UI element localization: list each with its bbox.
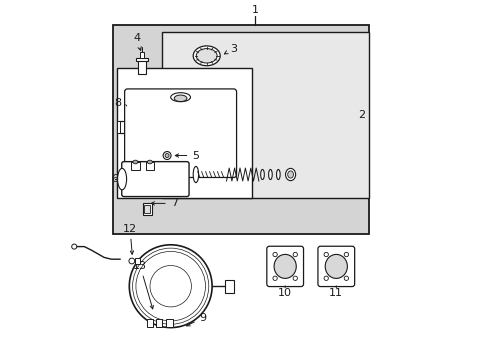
Bar bbox=[140, 52, 144, 58]
Bar bbox=[136, 58, 147, 61]
Circle shape bbox=[324, 276, 328, 280]
Text: 1: 1 bbox=[251, 5, 258, 15]
Circle shape bbox=[344, 252, 348, 257]
Bar bbox=[145, 162, 154, 170]
Ellipse shape bbox=[147, 160, 152, 164]
Bar bbox=[144, 205, 150, 213]
Ellipse shape bbox=[193, 46, 220, 66]
Text: 5: 5 bbox=[175, 150, 199, 161]
Ellipse shape bbox=[287, 171, 293, 178]
FancyBboxPatch shape bbox=[266, 246, 303, 287]
Bar bbox=[142, 203, 151, 215]
Ellipse shape bbox=[133, 160, 138, 164]
Circle shape bbox=[272, 252, 277, 257]
Bar bbox=[137, 59, 146, 74]
Bar bbox=[113, 25, 368, 234]
Ellipse shape bbox=[285, 168, 295, 181]
FancyBboxPatch shape bbox=[122, 162, 189, 197]
Ellipse shape bbox=[170, 93, 190, 102]
Ellipse shape bbox=[193, 166, 198, 183]
Text: 9: 9 bbox=[186, 312, 206, 326]
Text: 13: 13 bbox=[133, 261, 153, 309]
Text: 11: 11 bbox=[328, 288, 343, 298]
Text: 8: 8 bbox=[114, 98, 121, 108]
Ellipse shape bbox=[117, 168, 126, 190]
Bar bbox=[146, 319, 153, 327]
Ellipse shape bbox=[196, 49, 217, 63]
Text: 10: 10 bbox=[278, 288, 292, 298]
Bar bbox=[162, 32, 368, 198]
Bar bbox=[166, 319, 172, 327]
Ellipse shape bbox=[260, 170, 264, 180]
Circle shape bbox=[292, 252, 297, 257]
Ellipse shape bbox=[325, 255, 346, 278]
Text: 2: 2 bbox=[357, 110, 364, 120]
Bar bbox=[117, 68, 251, 198]
FancyBboxPatch shape bbox=[124, 89, 236, 177]
Bar bbox=[117, 121, 120, 133]
Circle shape bbox=[129, 245, 212, 328]
Ellipse shape bbox=[174, 95, 186, 102]
Ellipse shape bbox=[163, 152, 171, 159]
Ellipse shape bbox=[165, 153, 169, 158]
FancyBboxPatch shape bbox=[317, 246, 354, 287]
Circle shape bbox=[344, 276, 348, 280]
Circle shape bbox=[129, 258, 134, 264]
Circle shape bbox=[292, 276, 297, 280]
Bar bbox=[134, 258, 140, 264]
Bar bbox=[224, 280, 233, 293]
Ellipse shape bbox=[276, 170, 280, 180]
Ellipse shape bbox=[274, 255, 296, 278]
Text: 6: 6 bbox=[111, 174, 118, 184]
Text: 7: 7 bbox=[151, 198, 178, 208]
Bar bbox=[131, 162, 140, 170]
Text: 12: 12 bbox=[122, 224, 137, 254]
Circle shape bbox=[72, 244, 77, 249]
Ellipse shape bbox=[268, 170, 272, 180]
Circle shape bbox=[324, 252, 328, 257]
Text: 4: 4 bbox=[133, 33, 141, 50]
Text: 3: 3 bbox=[224, 44, 237, 54]
Bar bbox=[155, 319, 162, 327]
Circle shape bbox=[272, 276, 277, 280]
